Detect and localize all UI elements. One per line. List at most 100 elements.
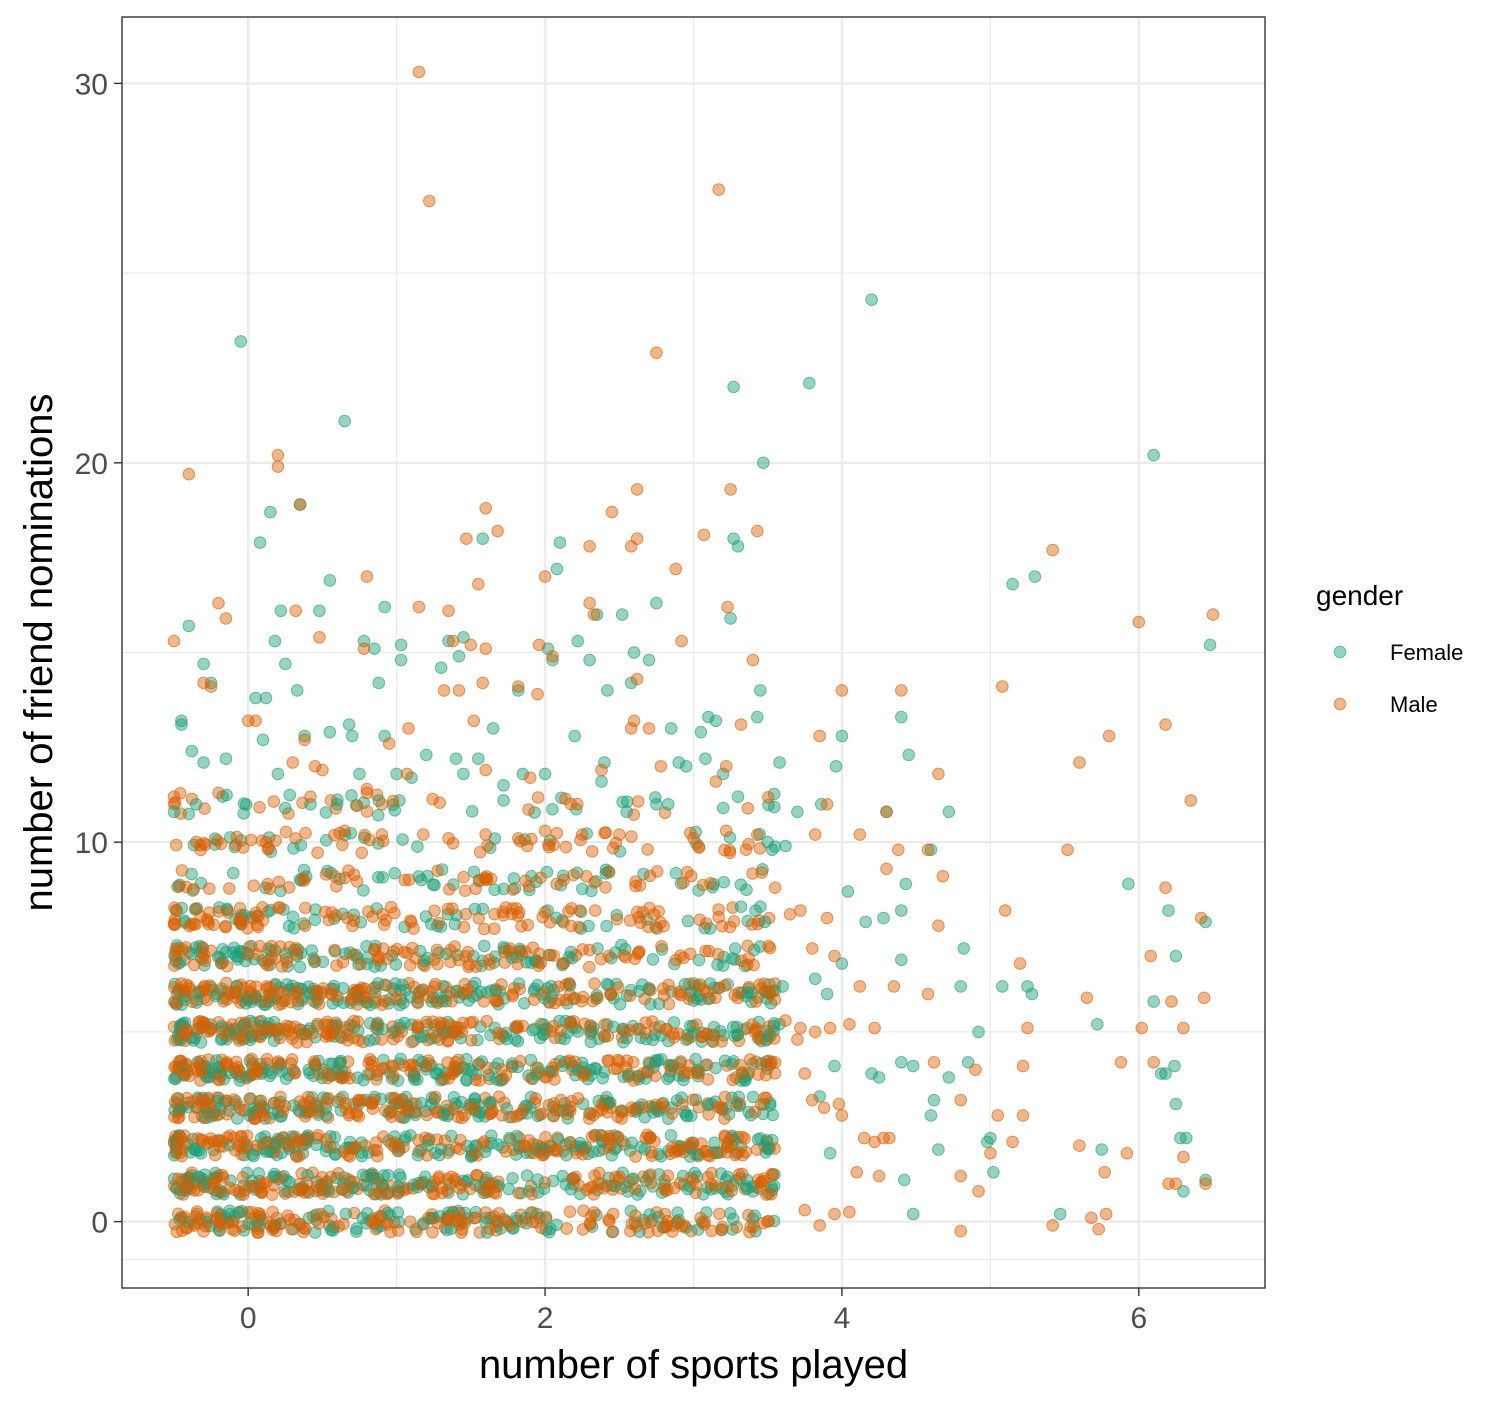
data-point-male	[714, 1145, 728, 1159]
data-point-male	[320, 1096, 334, 1110]
data-point-male	[506, 1110, 519, 1124]
data-point-female	[500, 1102, 514, 1115]
data-point-male	[299, 901, 312, 915]
data-point-male	[336, 838, 349, 852]
data-point-male	[719, 760, 733, 773]
data-point-male	[639, 1016, 652, 1029]
data-point-female	[323, 725, 337, 739]
data-point-male	[412, 65, 426, 79]
data-point-female	[497, 794, 510, 807]
data-point-female	[627, 1172, 640, 1185]
data-point-male	[564, 1100, 577, 1114]
data-point-male	[742, 952, 756, 965]
data-point-male	[319, 1177, 332, 1190]
data-point-male	[260, 1136, 274, 1149]
data-point-male	[843, 1018, 856, 1031]
data-point-male	[883, 1131, 896, 1145]
data-point-male	[1080, 991, 1094, 1005]
data-point-female	[727, 1212, 740, 1226]
data-point-male	[365, 1097, 379, 1110]
data-point-female	[576, 882, 589, 896]
data-point-male	[762, 1020, 776, 1033]
data-point-male	[670, 1215, 684, 1228]
data-point-male	[1085, 1211, 1098, 1225]
data-point-male	[602, 865, 616, 879]
data-point-male	[491, 524, 504, 538]
data-point-male	[440, 1184, 454, 1197]
data-point-male	[512, 832, 525, 845]
data-point-male	[453, 1142, 467, 1156]
data-point-male	[432, 1172, 446, 1185]
data-point-male	[741, 802, 755, 815]
data-point-male	[651, 1224, 665, 1238]
data-point-female	[274, 604, 288, 618]
data-point-female	[664, 722, 678, 735]
data-point-male	[365, 1055, 379, 1069]
data-point-female	[740, 883, 753, 897]
data-point-female	[414, 1096, 428, 1110]
data-point-female	[1169, 949, 1183, 963]
data-point-male	[650, 865, 664, 878]
data-point-male	[742, 1066, 756, 1079]
data-point-male	[828, 949, 841, 963]
data-point-male	[428, 1187, 441, 1201]
data-point-male	[176, 1211, 189, 1225]
data-point-male	[515, 920, 528, 933]
data-point-male	[725, 1184, 738, 1198]
data-point-male	[516, 1019, 530, 1033]
data-point-male	[457, 920, 471, 934]
data-point-female	[426, 878, 440, 891]
data-point-female	[350, 1225, 363, 1238]
data-point-male	[276, 1105, 290, 1118]
data-point-male	[991, 1109, 1005, 1122]
data-point-male	[490, 995, 503, 1008]
data-point-male	[343, 1072, 356, 1085]
data-point-male	[716, 1220, 729, 1234]
data-point-female	[650, 596, 663, 610]
data-point-female	[661, 1072, 674, 1086]
data-point-female	[1122, 877, 1135, 891]
data-point-male	[210, 1207, 224, 1220]
data-point-male	[245, 988, 258, 1001]
data-point-male	[273, 1031, 287, 1045]
data-point-male	[252, 1206, 265, 1220]
data-point-female	[360, 1207, 374, 1220]
data-point-female	[829, 760, 843, 773]
legend-title: gender	[1316, 580, 1403, 611]
data-point-female	[223, 1207, 236, 1221]
data-point-female	[497, 779, 510, 792]
data-point-male	[522, 880, 536, 893]
data-point-female	[709, 714, 723, 728]
data-point-female	[506, 1172, 519, 1185]
data-point-male	[212, 596, 225, 610]
data-point-male	[625, 1217, 639, 1230]
data-point-female	[627, 646, 641, 659]
data-point-male	[410, 1225, 423, 1239]
data-point-female	[167, 805, 181, 819]
data-point-female	[592, 1144, 606, 1158]
data-point-male	[350, 1108, 364, 1122]
data-point-male	[657, 919, 670, 933]
data-point-female	[601, 684, 614, 697]
data-point-male	[610, 912, 624, 926]
data-point-female	[906, 1059, 920, 1073]
data-point-female	[372, 871, 385, 884]
data-point-male	[629, 1209, 642, 1222]
data-point-male	[338, 871, 352, 885]
data-point-male	[187, 917, 201, 931]
data-point-male	[631, 905, 644, 919]
data-point-male	[547, 838, 560, 852]
data-point-male	[274, 1217, 288, 1231]
data-point-male	[567, 1015, 581, 1028]
data-point-male	[448, 940, 461, 953]
data-point-female	[571, 634, 585, 648]
data-point-male	[512, 680, 525, 693]
data-point-female	[293, 960, 307, 974]
data-point-male	[724, 483, 737, 496]
data-point-female	[1169, 1097, 1183, 1111]
data-point-male	[556, 957, 570, 970]
data-point-male	[1013, 957, 1027, 970]
data-point-male	[700, 985, 714, 999]
data-point-female	[642, 653, 656, 667]
x-tick-label: 4	[834, 1302, 851, 1335]
